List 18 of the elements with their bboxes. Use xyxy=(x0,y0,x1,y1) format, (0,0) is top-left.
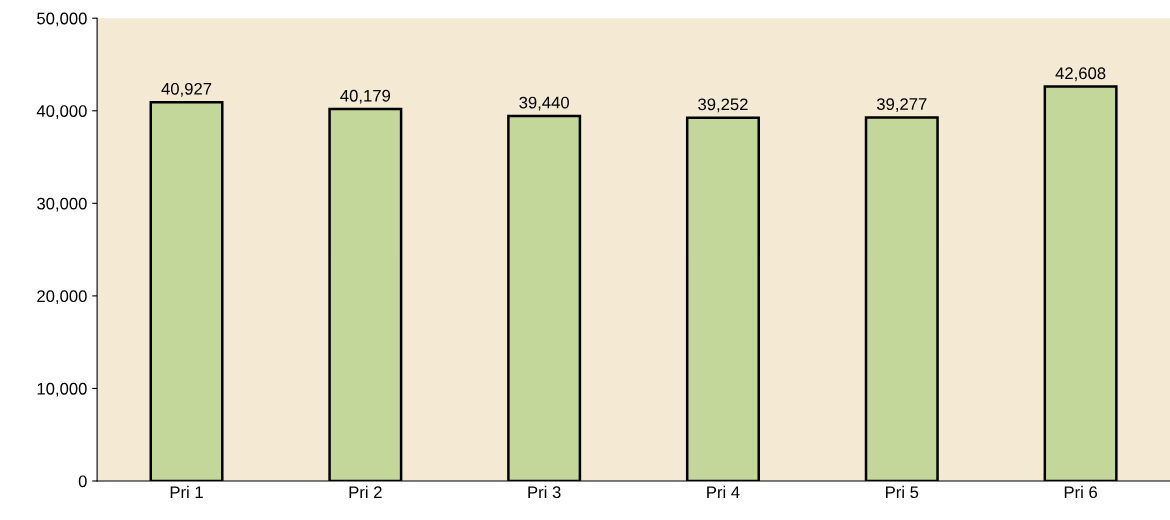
y-tick-label: 10,000 xyxy=(37,382,87,397)
x-tick-label: Pri 3 xyxy=(528,485,561,499)
y-tick-label: 20,000 xyxy=(37,290,87,305)
x-tick-label: Pri 6 xyxy=(1064,485,1097,499)
data-label: 39,440 xyxy=(519,96,569,111)
y-tick-label: 30,000 xyxy=(37,197,87,212)
data-label: 39,277 xyxy=(876,98,927,112)
y-tick-label: 40,000 xyxy=(36,105,87,119)
y-tick-label: 50,000 xyxy=(37,12,87,27)
data-label: 42,608 xyxy=(1055,67,1106,82)
x-tick-label: Pri 1 xyxy=(170,485,203,498)
y-tick-label: 0 xyxy=(78,475,87,488)
x-tick-label: Pri 2 xyxy=(349,485,382,498)
x-tick-label: Pri 5 xyxy=(886,485,919,499)
x-tick-label: Pri 4 xyxy=(707,485,740,498)
data-label: 40,927 xyxy=(161,82,212,97)
data-label: 39,252 xyxy=(698,98,748,113)
data-label: 40,179 xyxy=(340,89,391,104)
